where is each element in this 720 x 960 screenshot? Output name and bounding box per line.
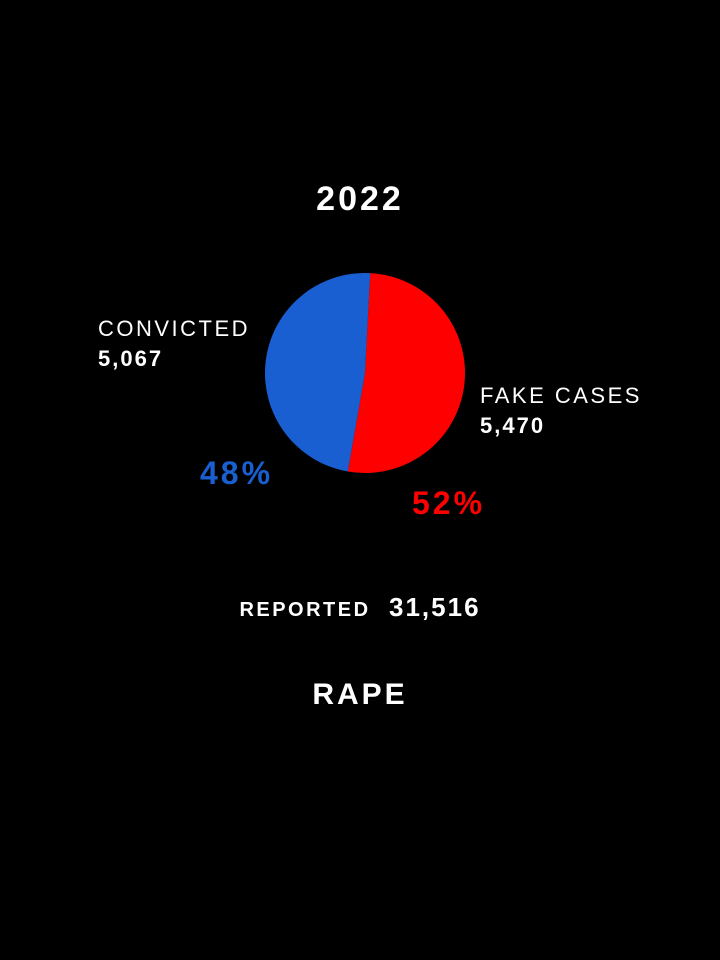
fake-cases-percent: 52%: [412, 485, 486, 521]
pie-slice-convicted: [265, 273, 371, 472]
convicted-value: 5,067: [98, 346, 164, 371]
reported-row: REPORTED 31,516: [0, 592, 720, 623]
chart-title: 2022: [316, 180, 404, 218]
pie-slice-fake-cases: [347, 273, 466, 473]
crime-category: RAPE: [312, 678, 408, 711]
reported-value: 31,516: [389, 592, 481, 622]
fake-cases-label: FAKE CASES: [480, 383, 642, 408]
fake-cases-value: 5,470: [480, 413, 546, 438]
convicted-percent: 48%: [200, 455, 274, 491]
convicted-label: CONVICTED: [98, 316, 251, 341]
reported-label: REPORTED: [239, 599, 371, 621]
